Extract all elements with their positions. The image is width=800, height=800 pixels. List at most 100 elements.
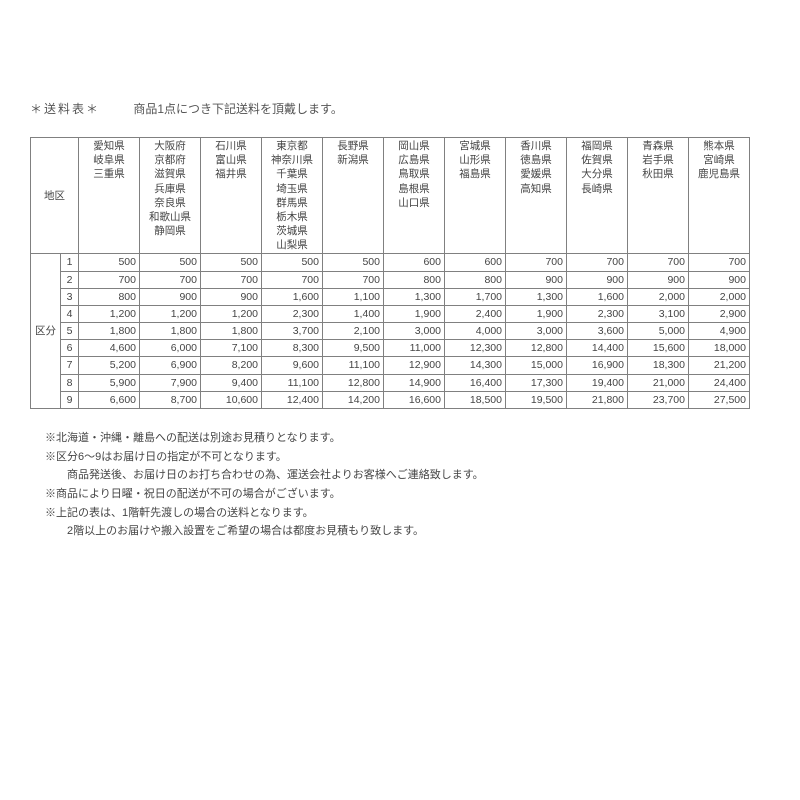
note-line: ※区分6～9はお届け日の指定が不可となります。 xyxy=(45,448,780,467)
price-cell: 19,400 xyxy=(567,374,628,391)
price-cell: 700 xyxy=(567,254,628,271)
col-header: 宮城県 山形県 福島県 xyxy=(445,138,506,254)
price-cell: 18,300 xyxy=(628,357,689,374)
region-header: 地区 xyxy=(31,138,79,254)
col-header: 青森県 岩手県 秋田県 xyxy=(628,138,689,254)
price-cell: 700 xyxy=(323,271,384,288)
price-cell: 700 xyxy=(201,271,262,288)
price-cell: 5,000 xyxy=(628,323,689,340)
price-cell: 11,100 xyxy=(323,357,384,374)
price-cell: 1,200 xyxy=(140,305,201,322)
table-row: 38009009001,6001,1001,3001,7001,3001,600… xyxy=(31,288,750,305)
price-cell: 4,600 xyxy=(79,340,140,357)
price-cell: 9,600 xyxy=(262,357,323,374)
price-cell: 1,900 xyxy=(506,305,567,322)
price-cell: 500 xyxy=(79,254,140,271)
price-cell: 8,300 xyxy=(262,340,323,357)
price-cell: 17,300 xyxy=(506,374,567,391)
kubun-number: 5 xyxy=(61,323,79,340)
price-cell: 16,600 xyxy=(384,391,445,408)
price-cell: 700 xyxy=(628,254,689,271)
note-line: 2階以上のお届けや搬入設置をご希望の場合は都度お見積もり致します。 xyxy=(45,522,780,541)
price-cell: 6,000 xyxy=(140,340,201,357)
price-cell: 1,600 xyxy=(567,288,628,305)
price-cell: 1,400 xyxy=(323,305,384,322)
price-cell: 4,900 xyxy=(689,323,750,340)
price-cell: 1,800 xyxy=(79,323,140,340)
col-header: 岡山県 広島県 鳥取県 島根県 山口県 xyxy=(384,138,445,254)
price-cell: 1,600 xyxy=(262,288,323,305)
price-cell: 21,000 xyxy=(628,374,689,391)
price-cell: 1,300 xyxy=(506,288,567,305)
price-cell: 3,100 xyxy=(628,305,689,322)
price-cell: 21,200 xyxy=(689,357,750,374)
table-row: 2700700700700700800800900900900900 xyxy=(31,271,750,288)
price-cell: 700 xyxy=(79,271,140,288)
table-row: 41,2001,2001,2002,3001,4001,9002,4001,90… xyxy=(31,305,750,322)
kubun-number: 7 xyxy=(61,357,79,374)
price-cell: 1,300 xyxy=(384,288,445,305)
price-cell: 1,200 xyxy=(201,305,262,322)
price-cell: 12,900 xyxy=(384,357,445,374)
price-cell: 800 xyxy=(384,271,445,288)
price-cell: 2,300 xyxy=(262,305,323,322)
price-cell: 800 xyxy=(79,288,140,305)
price-cell: 14,400 xyxy=(567,340,628,357)
price-cell: 21,800 xyxy=(567,391,628,408)
price-cell: 5,200 xyxy=(79,357,140,374)
note-line: ※商品により日曜・祝日の配送が不可の場合がございます。 xyxy=(45,485,780,504)
price-cell: 8,200 xyxy=(201,357,262,374)
notes-section: ※北海道・沖縄・離島への配送は別途お見積りとなります。※区分6～9はお届け日の指… xyxy=(30,429,780,541)
price-cell: 11,000 xyxy=(384,340,445,357)
price-cell: 2,300 xyxy=(567,305,628,322)
price-cell: 3,000 xyxy=(384,323,445,340)
price-cell: 15,000 xyxy=(506,357,567,374)
price-cell: 500 xyxy=(262,254,323,271)
price-cell: 11,100 xyxy=(262,374,323,391)
note-line: ※上記の表は、1階軒先渡しの場合の送料となります。 xyxy=(45,504,780,523)
price-cell: 700 xyxy=(506,254,567,271)
price-cell: 3,600 xyxy=(567,323,628,340)
price-cell: 1,800 xyxy=(201,323,262,340)
price-cell: 900 xyxy=(689,271,750,288)
price-cell: 16,400 xyxy=(445,374,506,391)
col-header: 香川県 徳島県 愛媛県 高知県 xyxy=(506,138,567,254)
price-cell: 9,400 xyxy=(201,374,262,391)
price-cell: 24,400 xyxy=(689,374,750,391)
price-cell: 500 xyxy=(140,254,201,271)
price-cell: 900 xyxy=(628,271,689,288)
price-cell: 500 xyxy=(201,254,262,271)
price-cell: 3,000 xyxy=(506,323,567,340)
price-cell: 18,000 xyxy=(689,340,750,357)
col-header: 東京都 神奈川県 千葉県 埼玉県 群馬県 栃木県 茨城県 山梨県 xyxy=(262,138,323,254)
kubun-header: 区分 xyxy=(31,254,61,409)
price-cell: 7,900 xyxy=(140,374,201,391)
price-cell: 18,500 xyxy=(445,391,506,408)
price-cell: 2,900 xyxy=(689,305,750,322)
note-line: 商品発送後、お届け日のお打ち合わせの為、運送会社よりお客様へご連絡致します。 xyxy=(45,466,780,485)
price-cell: 12,800 xyxy=(323,374,384,391)
price-cell: 6,900 xyxy=(140,357,201,374)
price-cell: 12,300 xyxy=(445,340,506,357)
price-cell: 14,900 xyxy=(384,374,445,391)
price-cell: 1,700 xyxy=(445,288,506,305)
price-cell: 2,100 xyxy=(323,323,384,340)
price-cell: 1,200 xyxy=(79,305,140,322)
price-cell: 800 xyxy=(445,271,506,288)
price-cell: 19,500 xyxy=(506,391,567,408)
price-cell: 8,700 xyxy=(140,391,201,408)
kubun-number: 3 xyxy=(61,288,79,305)
price-cell: 700 xyxy=(689,254,750,271)
price-cell: 600 xyxy=(384,254,445,271)
price-cell: 700 xyxy=(262,271,323,288)
price-cell: 1,900 xyxy=(384,305,445,322)
price-cell: 12,800 xyxy=(506,340,567,357)
price-cell: 900 xyxy=(140,288,201,305)
header-line: ＊送料表＊ 商品1点につき下記送料を頂戴します。 xyxy=(30,100,780,117)
note-line: ※北海道・沖縄・離島への配送は別途お見積りとなります。 xyxy=(45,429,780,448)
page-container: ＊送料表＊ 商品1点につき下記送料を頂戴します。 地区 愛知県 岐阜県 三重県 … xyxy=(0,0,800,561)
kubun-number: 8 xyxy=(61,374,79,391)
price-cell: 14,300 xyxy=(445,357,506,374)
price-cell: 14,200 xyxy=(323,391,384,408)
col-header: 長野県 新潟県 xyxy=(323,138,384,254)
